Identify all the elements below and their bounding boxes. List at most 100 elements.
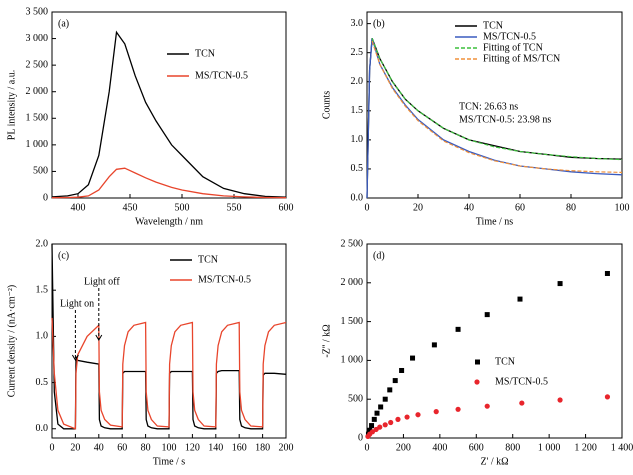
legend-label: MS/TCN-0.5 <box>198 274 251 285</box>
point <box>399 367 405 373</box>
y-axis-label: -Z'' / kΩ <box>321 324 332 357</box>
x-tick-label: 600 <box>469 442 484 453</box>
series-line <box>51 317 287 430</box>
panel-label: (b) <box>373 18 385 29</box>
point <box>433 409 439 415</box>
x-axis-label: Time / ns <box>476 216 514 227</box>
y-tick-label: 2 000 <box>26 86 49 97</box>
x-tick-label: 400 <box>432 442 447 453</box>
x-tick-label: 40 <box>94 442 104 453</box>
plot-frame <box>366 243 623 439</box>
y-axis-label: Current density / (nA·cm⁻²) <box>6 285 17 397</box>
x-tick-label: 200 <box>396 442 411 453</box>
x-tick-label: 800 <box>505 442 520 453</box>
series-line <box>371 40 623 173</box>
point <box>382 396 388 402</box>
plot-frame <box>51 11 287 199</box>
x-tick-label: 60 <box>515 202 525 213</box>
x-axis-label: Z' / kΩ <box>480 456 508 467</box>
x-tick-label: 80 <box>566 202 576 213</box>
point <box>369 423 375 429</box>
legend-label: MS/TCN-0.5 <box>195 70 248 81</box>
point <box>404 414 410 420</box>
x-tick-label: 200 <box>279 442 294 453</box>
x-tick-label: 160 <box>232 442 247 453</box>
y-tick-label: 1.5 <box>36 284 49 295</box>
legend-label: TCN <box>198 254 218 265</box>
y-tick-label: 2.5 <box>351 47 364 58</box>
y-tick-label: 0.0 <box>36 423 49 434</box>
legend-label: MS/TCN-0.5 <box>483 31 536 42</box>
series-line <box>371 37 623 161</box>
point <box>392 378 398 384</box>
x-tick-label: 500 <box>175 202 190 213</box>
y-tick-label: 1.0 <box>351 134 364 145</box>
point <box>557 397 563 403</box>
point <box>484 403 490 409</box>
y-tick-label: 1 000 <box>26 139 49 150</box>
point <box>378 404 384 410</box>
legend-label: TCN <box>483 20 503 31</box>
x-tick-label: 20 <box>413 202 423 213</box>
point <box>519 400 525 406</box>
y-tick-label: 0 <box>358 432 363 443</box>
y-tick-label: 2 500 <box>26 59 49 70</box>
annotation: TCN: 26.63 ns <box>459 101 518 112</box>
x-tick-label: 600 <box>279 202 294 213</box>
x-tick-label: 20 <box>70 442 80 453</box>
annotation: Light on <box>60 298 94 309</box>
series-line <box>366 38 623 199</box>
x-tick-label: 1 400 <box>611 442 633 453</box>
x-tick-label: 80 <box>141 442 151 453</box>
x-tick-label: 120 <box>185 442 200 453</box>
x-tick-label: 400 <box>71 202 86 213</box>
annotation: Light off <box>84 276 120 287</box>
x-tick-label: 550 <box>227 202 242 213</box>
legend-label: TCN <box>495 356 515 367</box>
point <box>517 296 523 302</box>
point <box>410 355 416 361</box>
panel-label: (c) <box>58 250 69 261</box>
y-tick-label: 1 500 <box>26 113 49 124</box>
point <box>377 424 383 430</box>
x-tick-label: 180 <box>255 442 270 453</box>
legend-swatch <box>474 379 480 385</box>
x-axis-label: Wavelength / nm <box>135 216 203 227</box>
y-tick-label: 500 <box>33 166 48 177</box>
panel-label: (a) <box>58 18 69 29</box>
legend-label: TCN <box>195 48 215 59</box>
arrow-head <box>95 334 103 341</box>
y-tick-label: 1 500 <box>341 316 364 327</box>
x-tick-label: 450 <box>123 202 138 213</box>
legend-label: MS/TCN-0.5 <box>495 376 548 387</box>
series-line <box>51 167 287 199</box>
legend-swatch <box>475 359 480 365</box>
x-tick-label: 0 <box>50 442 55 453</box>
y-tick-label: 1.0 <box>36 331 49 342</box>
point <box>395 416 401 422</box>
point <box>557 281 563 287</box>
x-tick-label: 0 <box>365 442 370 453</box>
point <box>431 342 437 348</box>
point <box>415 412 421 418</box>
legend-label: Fitting of MS/TCN <box>483 53 560 64</box>
point <box>371 416 377 422</box>
y-tick-label: 0.5 <box>351 163 364 174</box>
y-tick-label: 2 500 <box>341 238 364 249</box>
x-tick-label: 60 <box>117 442 127 453</box>
point <box>388 419 394 426</box>
point <box>604 394 611 400</box>
point <box>367 427 373 433</box>
plot-frame <box>366 11 623 199</box>
point <box>604 270 610 276</box>
y-tick-label: 3 000 <box>26 33 49 44</box>
legend-label: Fitting of TCN <box>483 42 543 53</box>
x-tick-label: 0 <box>365 202 370 213</box>
x-axis-label: Time / s <box>153 456 186 467</box>
panel-label: (d) <box>373 250 385 261</box>
point <box>374 410 380 416</box>
arrow-head <box>71 354 79 361</box>
x-tick-label: 100 <box>615 202 630 213</box>
x-tick-label: 100 <box>162 442 177 453</box>
